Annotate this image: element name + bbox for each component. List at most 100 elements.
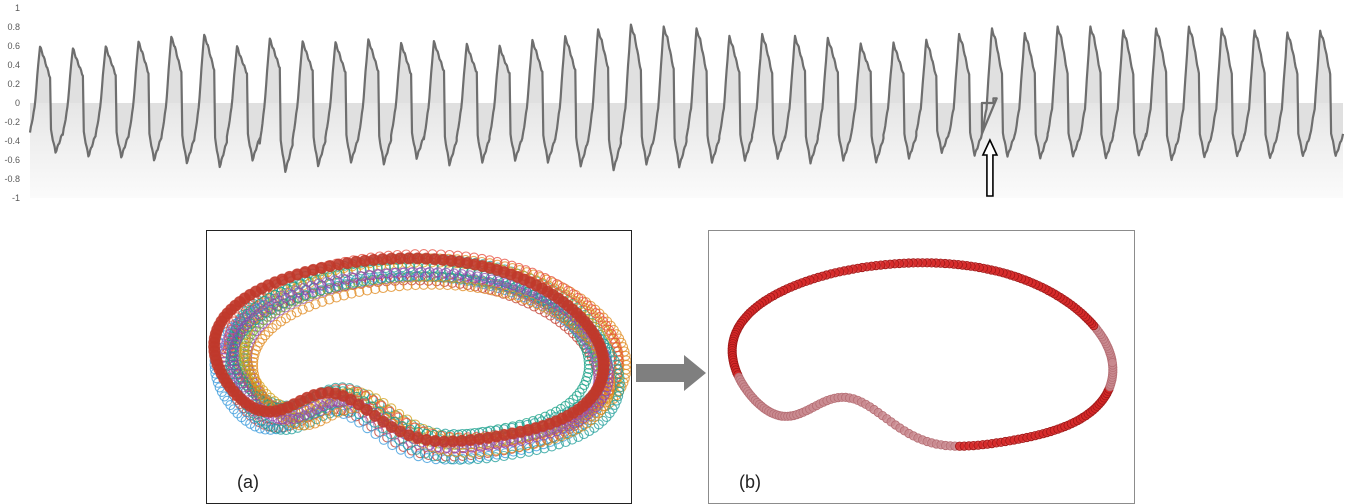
loop-point <box>362 285 373 296</box>
waveform-plot <box>28 23 1345 198</box>
loop-point <box>586 415 597 426</box>
loop-point <box>1107 357 1117 368</box>
loop-point <box>455 278 466 289</box>
loop-point <box>252 302 264 313</box>
loop-point <box>286 424 297 435</box>
loop-point <box>267 323 278 334</box>
loop-point <box>470 281 481 292</box>
loop-point <box>500 281 511 292</box>
loop-point <box>303 301 315 312</box>
loop-point <box>513 292 524 303</box>
loop-point <box>569 418 580 429</box>
loop-point <box>578 429 590 440</box>
loop-point <box>392 411 403 422</box>
loop-point <box>294 287 305 298</box>
loop-point <box>315 416 326 427</box>
loop-point <box>244 316 256 327</box>
loop-point <box>287 414 299 425</box>
loop-point <box>559 283 570 294</box>
loop-point <box>442 280 453 291</box>
loop-point <box>475 447 486 458</box>
loop-point <box>268 298 279 309</box>
loop-point <box>228 347 239 359</box>
loop-point <box>378 282 389 294</box>
loop-point <box>280 313 291 324</box>
loop-point <box>318 401 329 412</box>
loop-point <box>332 276 343 287</box>
y-tick-label: -0.6 <box>4 155 20 165</box>
loop-point <box>260 330 271 341</box>
y-tick-label: -1 <box>12 193 20 203</box>
loop-point <box>394 281 405 292</box>
loop-point <box>316 280 327 291</box>
loop-point <box>249 349 260 360</box>
loop-point <box>265 421 276 432</box>
loop-point <box>248 312 259 323</box>
loop-point <box>571 390 582 402</box>
loop-point <box>450 447 461 458</box>
loop-point <box>300 290 311 301</box>
loop-point <box>378 397 389 409</box>
gap-arrow-icon <box>981 138 999 197</box>
loop-point <box>362 423 373 434</box>
loop-point <box>321 276 332 287</box>
loop-point <box>241 355 252 366</box>
loop-point <box>354 417 365 428</box>
y-tick-label: -0.2 <box>4 117 20 127</box>
loop-point <box>593 408 604 419</box>
loop-point <box>297 304 308 315</box>
loop-point <box>592 314 603 325</box>
loop-point <box>487 285 498 296</box>
loop-point <box>293 412 304 423</box>
loop-point <box>467 447 478 458</box>
loop-point <box>263 326 274 337</box>
average-loop-plot <box>727 258 1118 451</box>
loop-point <box>331 292 342 303</box>
loop-point <box>457 281 468 292</box>
loop-point <box>432 267 443 278</box>
loop-point <box>333 407 344 418</box>
loop-point <box>229 343 240 354</box>
loop-point <box>426 279 437 290</box>
loop-point <box>604 385 615 396</box>
loop-point <box>299 410 310 421</box>
loop-point <box>602 393 613 404</box>
loop-point <box>378 434 389 445</box>
loop-point <box>286 310 297 321</box>
loop-point <box>404 448 415 459</box>
loop-point <box>531 445 542 456</box>
loop-point <box>584 425 595 437</box>
loop-point <box>313 278 324 289</box>
loop-point <box>230 364 241 376</box>
loop-point <box>418 279 429 290</box>
loop-point <box>499 444 510 455</box>
loop-point <box>382 432 393 443</box>
loop-point <box>282 414 293 425</box>
loop-point <box>274 295 285 306</box>
loop-point <box>249 421 261 432</box>
loop-point <box>270 423 281 434</box>
loop-point <box>472 271 483 282</box>
loop-point <box>402 280 413 291</box>
loop-point <box>248 356 259 368</box>
loop-point <box>304 419 315 430</box>
loop-point <box>346 288 357 299</box>
loop-point <box>231 369 242 380</box>
loop-point <box>291 307 302 318</box>
loop-series <box>208 252 610 448</box>
loop-point <box>247 387 258 398</box>
loop-point <box>587 405 598 416</box>
loop-point <box>456 269 467 280</box>
loop-point <box>308 287 319 298</box>
loop-point <box>551 279 563 290</box>
loop-point <box>327 410 338 421</box>
loop-point <box>324 398 335 409</box>
loop-point <box>462 279 473 291</box>
loop-point <box>564 397 575 408</box>
loop-point <box>292 422 303 433</box>
right-arrow-icon <box>636 355 706 391</box>
panel-b-label: (b) <box>739 472 761 492</box>
loop-point <box>238 313 249 324</box>
loop-point <box>440 267 452 278</box>
loop-point <box>463 274 474 285</box>
